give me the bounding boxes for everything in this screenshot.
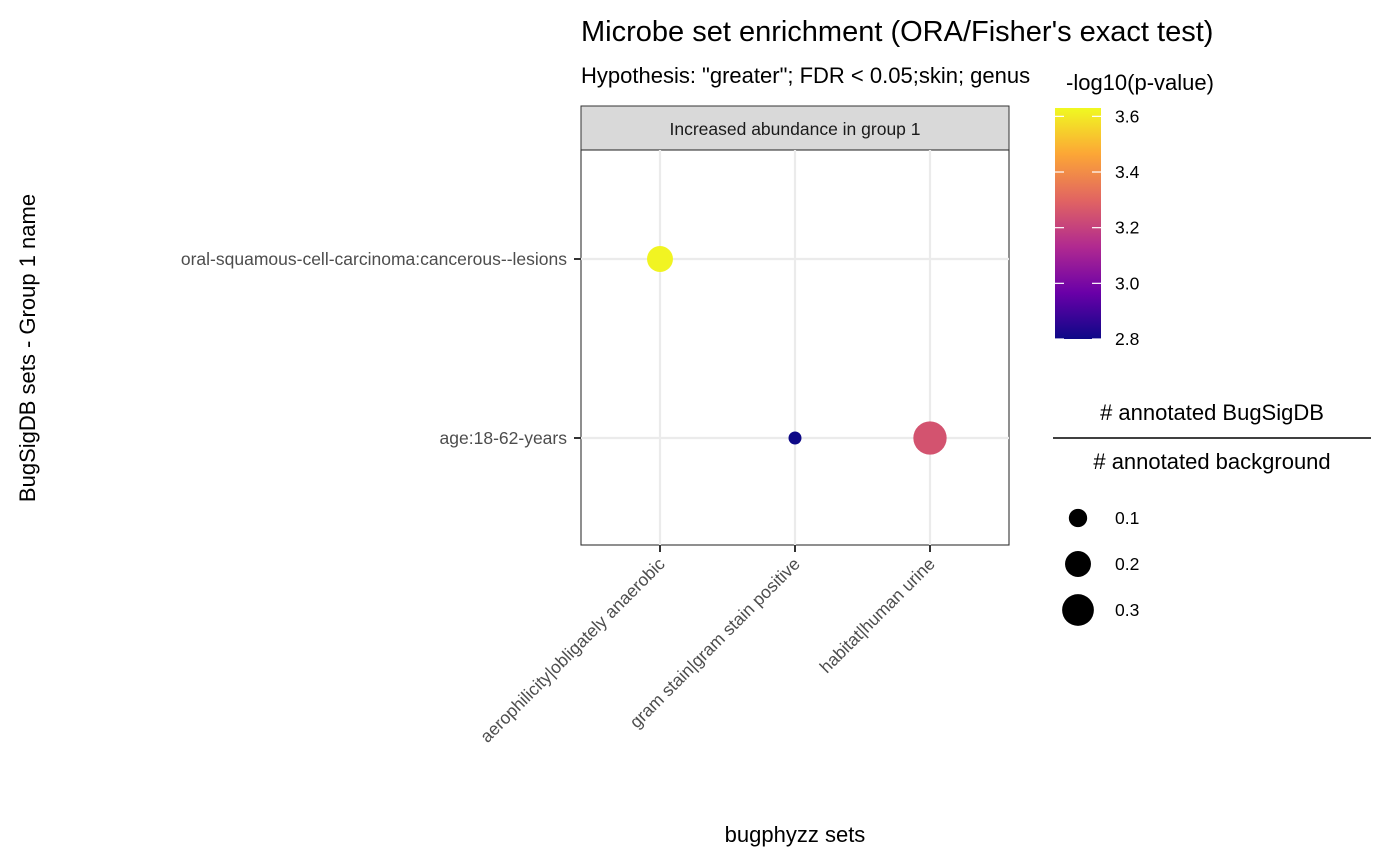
size-legend-title-numerator: # annotated BugSigDB [1100, 400, 1324, 425]
y-axis-title: BugSigDB sets - Group 1 name [15, 194, 40, 502]
facet-strip-label: Increased abundance in group 1 [669, 119, 920, 139]
size-legend-label: 0.2 [1115, 554, 1139, 574]
color-bar [1055, 108, 1101, 339]
color-bar-ticks: 2.8 3.0 3.2 3.4 3.6 [1055, 106, 1140, 349]
size-legend-dot [1062, 594, 1094, 626]
color-bar-label: 3.2 [1115, 218, 1139, 238]
color-bar-label: 3.0 [1115, 273, 1140, 293]
x-tick-label: habitat|human urine [816, 554, 939, 677]
size-legend-dot [1065, 551, 1091, 577]
size-legend-title-denominator: # annotated background [1093, 449, 1330, 474]
chart-title: Microbe set enrichment (ORA/Fisher's exa… [581, 16, 1213, 48]
size-legend-keys: 0.1 0.2 0.3 [1062, 508, 1139, 626]
color-legend-title: -log10(p-value) [1066, 70, 1214, 95]
size-legend-label: 0.1 [1115, 508, 1139, 528]
color-bar-label: 2.8 [1115, 329, 1139, 349]
data-point [788, 431, 802, 445]
axis-ticks [574, 258, 931, 552]
color-bar-label: 3.4 [1115, 162, 1140, 182]
y-tick-label: oral-squamous-cell-carcinoma:cancerous--… [181, 249, 567, 269]
data-points [647, 246, 947, 455]
size-legend-label: 0.3 [1115, 600, 1139, 620]
chart-subtitle: Hypothesis: "greater"; FDR < 0.05;skin; … [581, 63, 1030, 88]
x-axis-title: bugphyzz sets [725, 822, 866, 847]
y-tick-label: age:18-62-years [440, 428, 568, 448]
y-tick-labels: oral-squamous-cell-carcinoma:cancerous--… [181, 249, 567, 448]
size-legend-dot [1068, 508, 1088, 528]
data-point [647, 246, 673, 272]
color-bar-label: 3.6 [1115, 106, 1139, 126]
facet-strip [580, 105, 1010, 151]
data-point [913, 421, 947, 455]
